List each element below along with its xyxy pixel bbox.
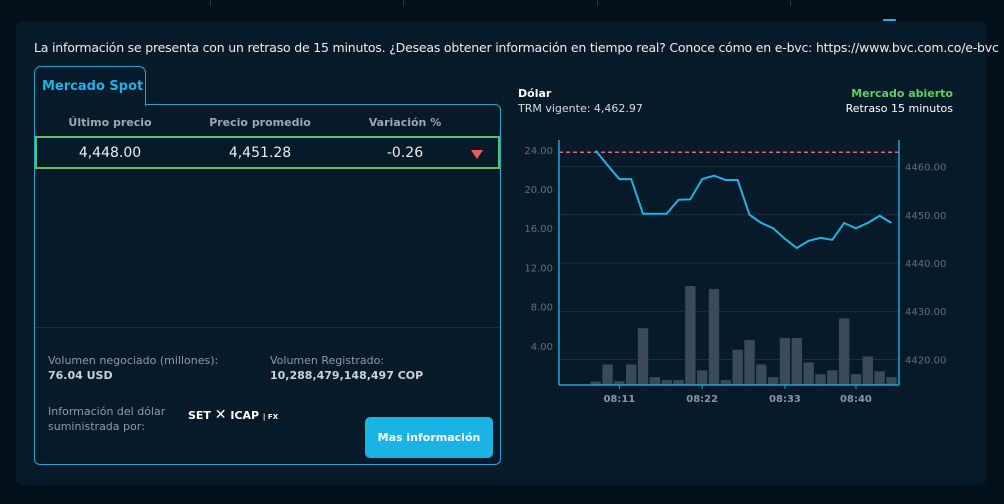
- variation: -0.26: [386, 145, 424, 161]
- volume-bar: [590, 381, 601, 385]
- volume-bar: [614, 381, 625, 385]
- x-tick-label: 08:40: [840, 394, 872, 405]
- volume-bar: [685, 286, 696, 385]
- market-status: Mercado abierto: [851, 87, 953, 100]
- left-tick-label: 8.00: [531, 303, 553, 314]
- left-tick-label: 24.00: [524, 146, 553, 157]
- x-tick-label: 08:22: [686, 394, 718, 405]
- market-card: La información se presenta con un retras…: [16, 21, 999, 485]
- volume-value: 76.04 USD: [48, 369, 113, 382]
- table-row: 4,448.00 4,451.28 -0.26: [35, 136, 500, 169]
- right-tick-label: 4450.00: [905, 211, 946, 222]
- top-nav-divider: [790, 0, 791, 6]
- price-line: [594, 149, 892, 250]
- volume-bar: [720, 380, 732, 385]
- header-last-price: Último precio: [68, 116, 152, 129]
- header-avg-price: Precio promedio: [209, 116, 311, 129]
- top-nav-divider: [597, 0, 598, 6]
- volume-bar: [862, 356, 873, 385]
- volume-bar: [874, 371, 885, 385]
- volume-bar: [803, 362, 814, 385]
- volume-bar: [637, 328, 649, 385]
- set-icap-logo: SET ✕ ICAP | FX: [188, 407, 279, 423]
- spot-panel: Último precio Precio promedio Variación …: [34, 104, 501, 465]
- volume-bar: [886, 377, 897, 385]
- x-tick-label: 08:33: [769, 394, 801, 405]
- volume-bar: [708, 288, 720, 385]
- volume-bar: [779, 337, 791, 385]
- divider: [35, 327, 500, 328]
- volume-bar: [791, 337, 803, 385]
- registered-label: Volumen Registrado:: [270, 354, 385, 367]
- active-tab-indicator: [883, 19, 896, 22]
- volume-bar: [673, 380, 684, 385]
- volume-bar: [649, 377, 661, 385]
- volume-bar: [756, 364, 767, 385]
- avg-price: 4,451.28: [228, 145, 292, 161]
- volume-bar: [732, 349, 743, 385]
- volume-bar: [838, 318, 850, 385]
- delay-notice: La información se presenta con un retras…: [34, 40, 999, 55]
- more-info-button[interactable]: Mas información: [365, 417, 493, 458]
- triangle-down-icon: [471, 150, 483, 159]
- last-price: 4,448.00: [78, 145, 142, 161]
- left-tick-label: 4.00: [531, 342, 553, 353]
- header-variation: Variación %: [368, 116, 442, 129]
- tab-mercado-spot[interactable]: Mercado Spot: [34, 66, 146, 106]
- top-nav-divider: [403, 0, 404, 6]
- tab-label: Mercado Spot: [42, 79, 144, 94]
- volume-bar: [767, 377, 779, 385]
- delay-label: Retraso 15 minutos: [845, 102, 953, 115]
- chart-title: Dólar: [518, 87, 552, 100]
- volume-bar: [696, 370, 708, 385]
- volume-bar: [602, 364, 613, 385]
- left-tick-label: 12.00: [524, 263, 553, 274]
- volume-bar: [625, 364, 637, 385]
- volume-bar: [815, 374, 826, 385]
- trm-value: TRM vigente: 4,462.97: [518, 102, 643, 115]
- provider-label-1: Información del dólar: [48, 405, 166, 418]
- volume-bar: [744, 339, 755, 385]
- volume-bar: [827, 370, 838, 385]
- left-tick-label: 20.00: [524, 185, 553, 196]
- provider-label-2: suministrada por:: [48, 420, 145, 433]
- right-tick-label: 4430.00: [905, 307, 946, 318]
- volume-bar: [850, 374, 862, 385]
- left-tick-label: 16.00: [524, 224, 553, 235]
- right-tick-label: 4420.00: [905, 355, 946, 366]
- right-tick-label: 4440.00: [905, 259, 946, 270]
- x-tick-label: 08:11: [603, 394, 635, 405]
- top-nav-divider: [210, 0, 211, 6]
- registered-value: 10,288,479,148,497 COP: [270, 369, 424, 382]
- volume-label: Volumen negociado (millones):: [48, 354, 219, 367]
- volume-bar: [661, 380, 672, 385]
- right-tick-label: 4460.00: [905, 163, 946, 174]
